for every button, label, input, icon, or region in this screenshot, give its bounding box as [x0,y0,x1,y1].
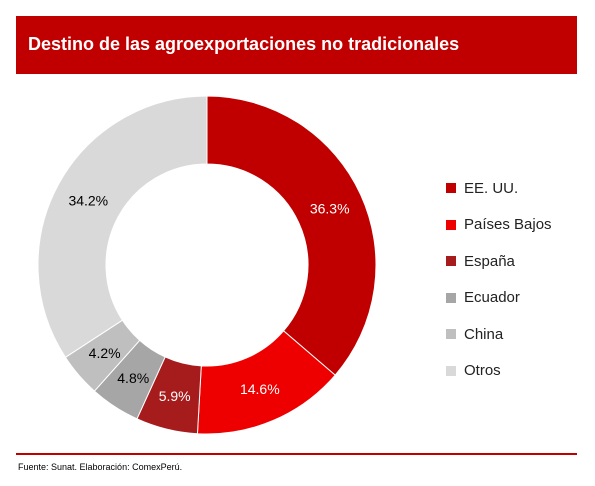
legend-label: EE. UU. [464,179,519,197]
slice-value-label: 5.9% [159,388,191,404]
slice-value-label: 4.8% [117,370,149,386]
slice-value-label: 36.3% [310,201,350,217]
legend-swatch [446,256,456,267]
legend-item-paises-bajos: Países Bajos [446,207,552,244]
legend-label: China [464,325,504,343]
legend-item-ee-uu: EE. UU. [446,170,552,207]
legend-label: España [464,252,515,270]
legend-swatch [446,219,456,230]
legend-item-otros: Otros [446,353,552,390]
donut-slice [37,95,208,359]
legend-swatch [446,329,456,340]
legend-item-ecuador: Ecuador [446,280,552,317]
donut-slice [206,95,377,376]
slice-value-label: 34.2% [68,193,108,209]
chart-header: Destino de las agroexportaciones no trad… [16,16,577,74]
legend-label: Países Bajos [464,216,552,234]
legend-swatch [446,292,456,303]
chart-legend: EE. UU. Países Bajos España Ecuador Chin… [446,170,552,389]
slice-value-label: 14.6% [240,381,280,397]
legend-swatch [446,365,456,376]
source-note: Fuente: Sunat. Elaboración: ComexPerú. [18,462,183,472]
legend-item-espana: España [446,243,552,280]
footer-divider [16,453,577,455]
legend-swatch [446,183,456,194]
legend-label: Ecuador [464,289,520,307]
chart-title: Destino de las agroexportaciones no trad… [28,34,460,54]
slice-value-label: 4.2% [89,345,121,361]
legend-item-china: China [446,316,552,353]
legend-label: Otros [464,362,501,380]
